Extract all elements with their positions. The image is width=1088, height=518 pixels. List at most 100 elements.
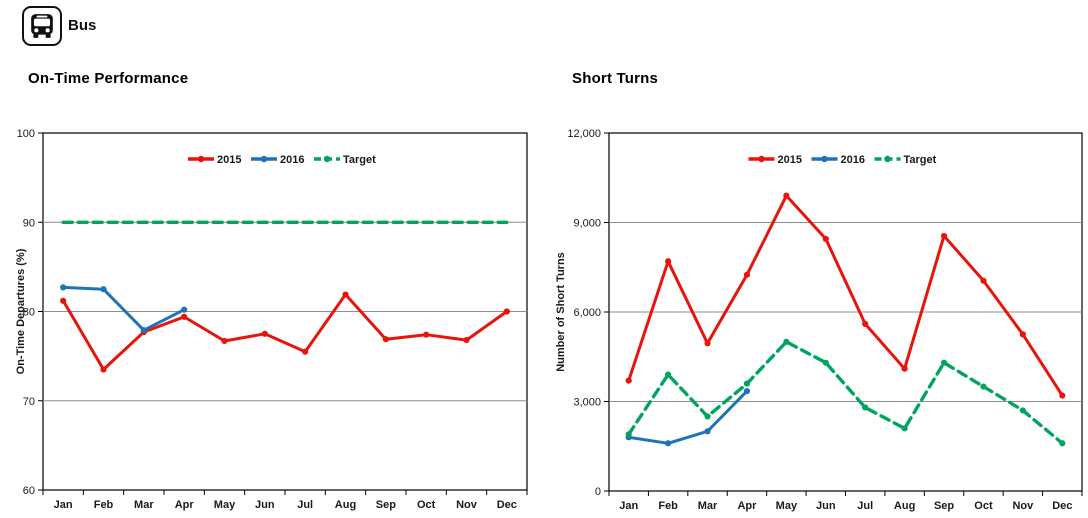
series-2016-point (743, 387, 751, 395)
legend-marker-Target (884, 155, 891, 163)
x-tick-label: May (776, 500, 798, 512)
series-2015-point (463, 336, 470, 344)
series-2015-point (704, 340, 711, 347)
series-2016-point (704, 428, 711, 435)
series-2015-point (1059, 392, 1066, 399)
y-tick-label: 90 (23, 217, 35, 229)
series-2016-line (627, 389, 749, 445)
x-tick-label: Jun (255, 499, 275, 511)
series-Target-point (980, 383, 987, 390)
x-tick-label: Mar (134, 499, 154, 511)
series-Target-line (627, 340, 1064, 445)
legend-marker-2015 (758, 155, 765, 163)
on-time-performance-chart: 60 70 80 90 100 Jan Feb Mar Apr May Jun Jul Aug Sep Oc… (15, 128, 528, 511)
y-axis-label: On-Time Departures (%) (15, 248, 27, 374)
y-tick-label: 12,000 (567, 128, 601, 140)
series-2016-line (61, 285, 186, 332)
right-chart-title: Short Turns (572, 70, 659, 87)
x-tick-label: Dec (1052, 500, 1072, 512)
series-2015-line (627, 194, 1064, 397)
y-tick-label: 100 (17, 128, 35, 140)
y-axis-label: Number of Short Turns (555, 252, 567, 372)
legend-marker-Target (323, 155, 331, 163)
y-tick-label: 80 (23, 307, 35, 319)
series-Target-point (665, 371, 672, 378)
x-tick-label: Nov (1012, 500, 1034, 512)
legend-marker-2016 (821, 155, 828, 163)
legend-label-2015: 2015 (778, 154, 802, 166)
y-tick-label: 9,000 (573, 218, 601, 230)
x-tick-label: Jan (54, 499, 73, 511)
series-2016-point (665, 440, 672, 447)
x-tick-label: Mar (698, 500, 718, 512)
legend-label-Target: Target (343, 154, 376, 166)
legend-marker-2015 (197, 155, 205, 163)
series-2015-point (625, 377, 632, 384)
series-2015-point (100, 366, 107, 373)
series-Target-point (862, 404, 869, 411)
x-tick-label: Feb (94, 499, 114, 511)
series-2015-point (980, 277, 987, 284)
series-2015-point (302, 348, 309, 355)
legend-label-2015: 2015 (217, 154, 241, 166)
bus-glyph (31, 14, 53, 38)
series-Target-point (625, 431, 632, 438)
series-2015-point (342, 291, 349, 298)
series-2016-point (140, 327, 147, 334)
series-2015-point (1019, 331, 1026, 338)
x-tick-label: Apr (175, 499, 195, 511)
series-Target-point (1059, 440, 1066, 447)
series-2015-point (901, 365, 908, 372)
x-tick-label: Jul (857, 500, 873, 512)
legend-label-2016: 2016 (280, 154, 304, 166)
x-tick-label: Dec (497, 499, 517, 511)
series-2015-point (783, 192, 790, 199)
y-tick-label: 6,000 (573, 307, 601, 319)
x-tick-label: Jun (816, 500, 836, 512)
series-Target-point (901, 425, 908, 432)
legend-label-2016: 2016 (841, 154, 865, 166)
series-2015-point (60, 297, 67, 304)
series-Target-point (822, 359, 829, 366)
page-title: Bus (68, 17, 97, 34)
series-2015-point (261, 330, 268, 337)
series-2015-point (822, 235, 829, 243)
series-2015-point (503, 308, 510, 315)
left-chart-title: On-Time Performance (28, 70, 189, 87)
y-tick-label: 60 (23, 485, 35, 497)
x-tick-label: Oct (417, 499, 436, 511)
series-2016-point (60, 284, 67, 291)
y-tick-label: 70 (23, 396, 35, 408)
series-Target-point (1019, 407, 1026, 414)
x-tick-label: May (214, 499, 236, 511)
series-2015-point (382, 336, 389, 343)
series-2016-point (181, 306, 188, 313)
series-2015-point (181, 313, 188, 320)
x-tick-label: Aug (894, 500, 915, 512)
series-Target-point (704, 413, 711, 420)
series-2015-point (862, 320, 869, 328)
legend-marker-2016 (260, 155, 268, 163)
x-tick-label: Sep (934, 500, 954, 512)
series-Target-point (783, 338, 790, 345)
series-2015-point (665, 258, 672, 265)
series-2015-point (221, 337, 228, 345)
legend-label-Target: Target (904, 154, 937, 166)
series-2015-point (743, 271, 751, 278)
x-tick-label: Apr (737, 500, 757, 512)
series-2015-line (61, 293, 509, 371)
y-tick-label: 0 (595, 486, 601, 498)
y-tick-label: 3,000 (573, 397, 601, 409)
x-tick-label: Jul (297, 499, 313, 511)
x-tick-label: Oct (974, 500, 993, 512)
x-tick-label: Nov (456, 499, 478, 511)
series-Target-point (940, 359, 948, 366)
series-2015-point (423, 331, 430, 338)
series-Target-point (743, 380, 751, 387)
x-tick-label: Sep (376, 499, 396, 511)
series-2016-point (100, 286, 107, 293)
x-tick-label: Jan (619, 500, 638, 512)
series-2015-point (940, 232, 948, 240)
bus-icon (22, 6, 62, 46)
short-turns-chart: 0 3,000 6,000 9,000 12,000 Jan Feb Mar Apr May Jun… (555, 128, 1083, 512)
